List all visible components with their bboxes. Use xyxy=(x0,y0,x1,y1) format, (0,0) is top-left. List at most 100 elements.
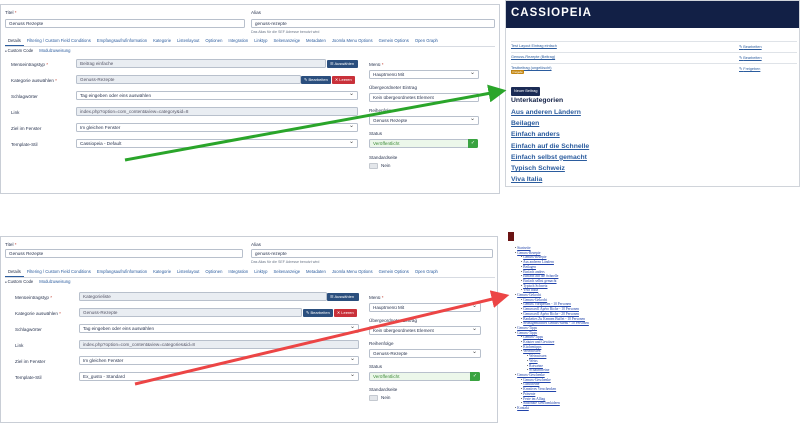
tab-linktyp[interactable]: Linktyp xyxy=(254,38,268,43)
subcategory-link[interactable]: Einfach anders xyxy=(511,131,560,139)
article-title-link[interactable]: Test Layout Eintrag einfach xyxy=(511,44,557,48)
title-input[interactable]: Genuss Rezepte xyxy=(5,19,245,28)
tab-gemein-options[interactable]: Gemein Options xyxy=(378,269,409,274)
tree-item[interactable]: Genuss Vorspeisen - 10 Personen xyxy=(515,302,589,307)
tab-listenlayout[interactable]: Listenlayout xyxy=(177,38,200,43)
tree-item[interactable]: Viva Italia xyxy=(515,288,589,293)
tree-item[interactable]: Weinwissen xyxy=(515,354,589,359)
status-check-icon[interactable]: ✓ xyxy=(468,139,478,148)
tree-item[interactable]: Genussvoll Apéro Riche - 20 Personen xyxy=(515,312,589,317)
tree-item[interactable]: Gutscheine xyxy=(515,382,589,387)
tags-select[interactable]: Tag eingeben oder eins auswählen xyxy=(76,91,358,100)
tree-item[interactable]: Einfach selbst gemacht xyxy=(515,279,589,284)
tree-item[interactable]: Typisch Schweiz xyxy=(515,284,589,289)
tree-item[interactable]: Schaumweine xyxy=(515,368,589,373)
tab-integration[interactable]: Integration xyxy=(228,38,249,43)
tree-item[interactable]: Kontakt xyxy=(515,406,589,411)
tree-item[interactable]: Bankettes Zu Kennen Buffet - 10 Personen xyxy=(515,317,589,322)
tree-item[interactable]: Genuss-Gekocht xyxy=(515,293,589,298)
tab-filtering-custom-field-conditions[interactable]: Filtering / Custom Field Conditions xyxy=(26,38,91,43)
tab-empfangsaufrufinformation[interactable]: Empfangsaufrufinformation xyxy=(96,38,148,43)
subcategory-link[interactable]: Einfach selbst gemacht xyxy=(511,153,587,161)
select-type-button[interactable]: ☰ Auswählen xyxy=(327,292,359,301)
new-article-button[interactable]: Neuer Beitrag xyxy=(511,87,541,96)
subtab-modulzuweisung[interactable]: Modulzuweisung xyxy=(39,48,71,53)
article-title-link[interactable]: Genuss-Rezepte (Beitrag) xyxy=(511,55,556,59)
tree-item[interactable]: Saisonale Geschenkideen xyxy=(515,401,589,406)
tab-optionen[interactable]: Optionen xyxy=(205,38,223,43)
template-style-select[interactable]: Ex_gusto - Standard xyxy=(79,372,359,381)
alias-input[interactable]: genuss-rezepte xyxy=(251,19,495,28)
tab-seitenanzeige[interactable]: Seitenanzeige xyxy=(273,269,301,274)
select-type-button[interactable]: ☰ Auswählen xyxy=(327,59,358,68)
tab-joomla-menu-options[interactable]: Joomla Menu Options xyxy=(331,38,373,43)
tree-item[interactable]: Weinwissen xyxy=(515,349,589,354)
tab-joomla-menu-options[interactable]: Joomla Menu Options xyxy=(331,269,373,274)
tree-item[interactable]: Kreatives Verschenken xyxy=(515,387,589,392)
article-title-link[interactable]: Testbeitrag (ungelöscht) xyxy=(511,66,552,70)
tree-item[interactable]: Beilagen xyxy=(515,265,589,270)
tab-linktyp[interactable]: Linktyp xyxy=(254,269,268,274)
subcategory-link[interactable]: Einfach auf die Schnelle xyxy=(511,142,590,150)
tab-metadaten[interactable]: Metadaten xyxy=(306,269,326,274)
subcategory-link[interactable]: Typisch Schweiz xyxy=(511,165,565,173)
title-input[interactable]: Genuss Rezepte xyxy=(5,249,243,258)
tab-seitenanzeige[interactable]: Seitenanzeige xyxy=(273,38,301,43)
tab-kategorie[interactable]: Kategorie xyxy=(153,38,172,43)
alias-input[interactable]: genuss-rezepte xyxy=(251,249,493,258)
menu-select[interactable]: Hauptmenü Mit xyxy=(369,70,479,79)
tree-item[interactable]: Kräuter und Gewürze xyxy=(515,340,589,345)
clear-category-button[interactable]: ✕ Leeren xyxy=(331,75,355,84)
edit-category-button[interactable]: ✎ Bearbeiten xyxy=(303,308,333,317)
menu-select[interactable]: Hauptmenü Mit xyxy=(369,303,481,312)
tree-item[interactable]: Genuss-Rezepte xyxy=(515,255,589,260)
home-toggle[interactable] xyxy=(369,395,378,401)
tree-item[interactable]: Weiss xyxy=(515,359,589,364)
tree-item[interactable]: Genuss-Rezepte xyxy=(515,251,589,256)
home-toggle[interactable] xyxy=(369,163,378,169)
tab-open-graph[interactable]: Open Graph xyxy=(414,38,438,43)
tree-item[interactable]: Genuss-Gekocht xyxy=(515,298,589,303)
status-check-icon[interactable]: ✓ xyxy=(470,372,480,381)
clear-category-button[interactable]: ✕ Leeren xyxy=(333,308,357,317)
tab-listenlayout[interactable]: Listenlayout xyxy=(177,269,200,274)
tree-item[interactable]: Rotweine xyxy=(515,364,589,369)
subcategory-link[interactable]: Aus anderen Ländern xyxy=(511,109,581,116)
tree-item[interactable]: Startseite xyxy=(515,246,589,251)
ordering-select[interactable]: Genuss-Rezepte xyxy=(369,349,481,358)
article-action-link[interactable]: ✎ Bearbeiten xyxy=(739,56,762,60)
status-select[interactable]: Veröffentlicht xyxy=(369,139,469,148)
tree-item[interactable]: Genuss-Geschenke xyxy=(515,373,589,378)
parent-select[interactable]: Kein übergeordnetes Element xyxy=(369,326,481,335)
tree-item[interactable]: Genussvoll Apéro Riche - 10 Personen xyxy=(515,307,589,312)
subcategory-link[interactable]: Beilagen xyxy=(511,120,540,128)
tree-item[interactable]: Einfach auf die Schnelle xyxy=(515,274,589,279)
tree-item[interactable]: Genuss-Tipps xyxy=(515,326,589,331)
tab-open-graph[interactable]: Open Graph xyxy=(414,269,438,274)
tree-item[interactable]: Genuss-Geschenke xyxy=(515,378,589,383)
tab-metadaten[interactable]: Metadaten xyxy=(306,38,326,43)
article-action-link[interactable]: ✎ Freigeben xyxy=(739,67,761,71)
tab-gemein-options[interactable]: Gemein Options xyxy=(378,38,409,43)
subtab-custom-code[interactable]: Custom Code xyxy=(5,48,34,53)
template-style-select[interactable]: Cassiopeia - Default xyxy=(76,139,358,148)
tree-item[interactable]: Einfach anders xyxy=(515,270,589,275)
tree-item[interactable]: Präsente xyxy=(515,392,589,397)
tree-item[interactable]: Aus anderen Ländern xyxy=(515,260,589,265)
target-select[interactable]: Im gleichen Fenster xyxy=(79,356,359,365)
tab-integration[interactable]: Integration xyxy=(228,269,249,274)
ordering-select[interactable]: Genuss Rezepte xyxy=(369,116,479,125)
status-select[interactable]: Veröffentlicht xyxy=(369,372,471,381)
subtab-custom-code[interactable]: Custom Code xyxy=(5,279,34,284)
tree-item[interactable]: Küchentipps xyxy=(515,345,589,350)
tab-empfangsaufrufinformation[interactable]: Empfangsaufrufinformation xyxy=(96,269,148,274)
tags-select[interactable]: Tag eingeben oder eins auswählen xyxy=(79,324,359,333)
site-brand[interactable]: CASSIOPEIA xyxy=(511,7,592,19)
subcategory-link[interactable]: Viva Italia xyxy=(511,176,543,184)
tab-details[interactable]: Details xyxy=(5,267,24,277)
tab-details[interactable]: Details xyxy=(5,36,24,46)
parent-select[interactable]: Kein übergeordnetes Element xyxy=(369,93,479,102)
tree-item[interactable]: Feste im Alltag xyxy=(515,397,589,402)
tree-item[interactable]: Genuss-Tipps xyxy=(515,335,589,340)
subtab-modulzuweisung[interactable]: Modulzuweisung xyxy=(39,279,71,284)
